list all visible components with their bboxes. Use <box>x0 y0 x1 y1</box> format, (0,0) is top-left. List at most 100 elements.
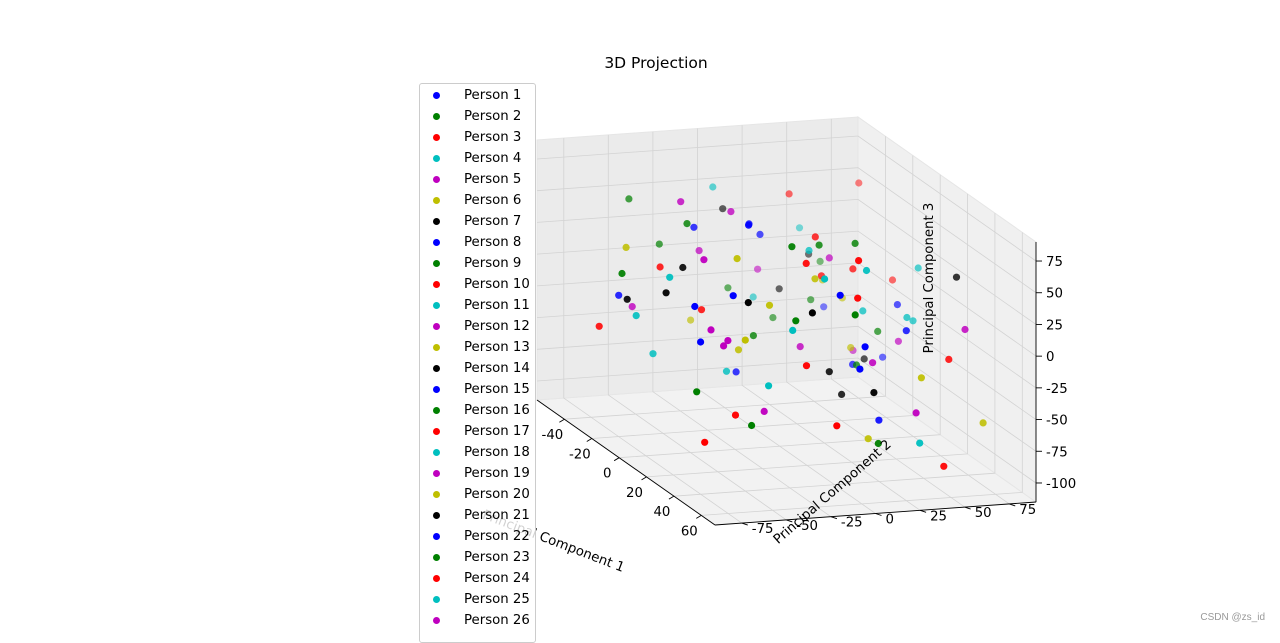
y-grid-line <box>607 134 787 521</box>
x-tick-label: 0 <box>603 467 611 482</box>
point-12 <box>894 337 903 345</box>
point-17 <box>945 355 953 363</box>
point-15 <box>893 301 902 309</box>
legend-label: Person 6 <box>464 193 522 208</box>
y-tick-mark <box>830 516 838 520</box>
point-18 <box>722 367 731 375</box>
legend-label: Person 21 <box>464 508 530 523</box>
point-1 <box>745 221 753 229</box>
x-tick-mark <box>586 438 593 442</box>
legend-marker-icon <box>433 344 440 351</box>
legend-marker-icon <box>433 260 440 267</box>
legend-label: Person 12 <box>464 319 530 334</box>
legend-marker-icon <box>433 281 440 288</box>
legend-label: Person 11 <box>464 298 530 313</box>
point-9 <box>807 296 815 304</box>
y-grid-line <box>741 125 921 511</box>
point-22 <box>856 365 864 373</box>
point-4 <box>821 275 829 283</box>
point-13 <box>765 301 774 309</box>
z-tick-label: 75 <box>1046 255 1063 270</box>
y-tick-mark <box>964 506 971 510</box>
point-12 <box>727 208 735 216</box>
x-tick-label: 40 <box>653 505 670 520</box>
legend-marker-icon <box>433 470 440 477</box>
legend-label: Person 14 <box>464 361 530 376</box>
point-24 <box>940 462 948 470</box>
legend-marker-icon <box>433 92 440 99</box>
point-22 <box>690 223 698 231</box>
point-26 <box>760 407 768 415</box>
legend-item: Person 8 <box>420 232 535 253</box>
point-15 <box>861 343 869 351</box>
grid-lines <box>536 118 1037 524</box>
legend-label: Person 7 <box>464 214 522 229</box>
point-2 <box>618 269 626 278</box>
legend-item: Person 24 <box>420 568 535 589</box>
legend-label: Person 15 <box>464 382 530 397</box>
point-12 <box>720 342 728 350</box>
legend-marker-icon <box>433 512 440 519</box>
legend-label: Person 25 <box>464 592 530 607</box>
point-10 <box>785 190 793 198</box>
z-grid-line <box>536 294 1037 420</box>
point-6 <box>811 275 819 283</box>
y-tick-label: 0 <box>886 513 894 528</box>
point-26 <box>628 303 636 311</box>
point-2 <box>874 439 882 448</box>
y-tick-mark <box>919 509 927 513</box>
x-tick-mark <box>559 418 565 423</box>
point-2 <box>769 314 777 322</box>
legend-label: Person 17 <box>464 424 530 439</box>
x-grid-line <box>591 155 914 439</box>
point-1 <box>836 291 844 299</box>
point-23 <box>749 332 758 340</box>
point-9 <box>815 241 823 249</box>
point-25 <box>859 307 867 315</box>
legend-item: Person 12 <box>420 316 535 337</box>
z-tick-label: -25 <box>1046 382 1068 397</box>
point-13 <box>917 374 926 382</box>
legend-item: Person 2 <box>420 106 535 127</box>
point-3 <box>854 294 862 302</box>
legend-marker-icon <box>433 155 440 162</box>
legend-label: Person 26 <box>464 613 530 628</box>
legend-marker-icon <box>433 176 440 183</box>
point-7 <box>860 355 868 363</box>
y-tick-mark <box>875 513 882 516</box>
legend-marker-icon <box>433 239 440 246</box>
legend-item: Person 19 <box>420 463 535 484</box>
point-23 <box>851 239 859 247</box>
point-7 <box>623 295 631 303</box>
point-16 <box>792 317 800 325</box>
legend-item: Person 6 <box>420 190 535 211</box>
point-16 <box>683 220 691 228</box>
z-tick-label: -50 <box>1046 414 1068 429</box>
point-7 <box>870 389 878 397</box>
point-11 <box>805 246 813 255</box>
x-tick-label: 60 <box>681 524 698 539</box>
point-3 <box>697 306 706 314</box>
legend-item: Person 23 <box>420 547 535 568</box>
legend-marker-icon <box>433 365 440 372</box>
point-19 <box>912 409 920 417</box>
y-grid-line <box>786 122 965 508</box>
point-4 <box>909 317 917 325</box>
point-17 <box>595 322 603 330</box>
y-tick-label: -75 <box>752 522 774 537</box>
y-tick-label: 25 <box>930 509 947 524</box>
point-19 <box>677 198 685 206</box>
tick-labels: -40 -20 0 20 40 60 -75 -50 -25 0 25 50 75 -100 -75 -50 -… <box>542 255 1077 539</box>
x-tick-label: 20 <box>626 486 643 501</box>
legend-label: Person 23 <box>464 550 530 565</box>
point-11 <box>649 350 657 358</box>
y-grid-line <box>652 131 832 518</box>
point-2 <box>625 195 633 203</box>
point-18 <box>914 264 922 272</box>
chart-title: 3D Projection <box>604 54 707 72</box>
legend-label: Person 24 <box>464 571 530 586</box>
axis-lines <box>536 242 1042 526</box>
point-6 <box>979 419 987 427</box>
point-25 <box>709 183 717 191</box>
